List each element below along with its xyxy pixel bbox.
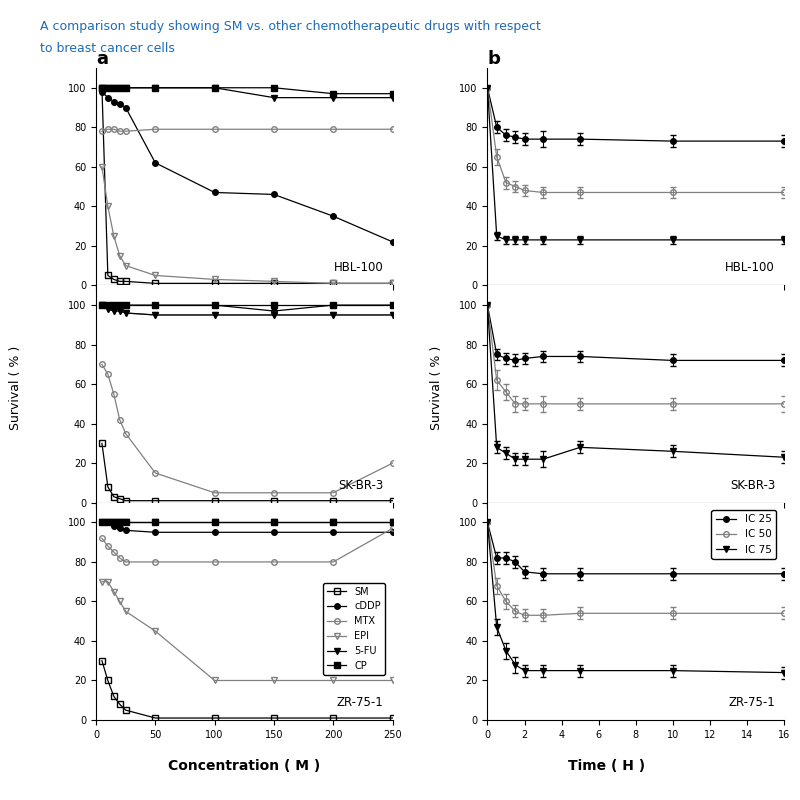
Legend: IC 25, IC 50, IC 75: IC 25, IC 50, IC 75	[711, 510, 776, 558]
Text: A comparison study showing SM vs. other chemotherapeutic drugs with respect: A comparison study showing SM vs. other …	[40, 20, 541, 33]
Text: Survival ( % ): Survival ( % )	[10, 346, 22, 430]
Text: Time ( H ): Time ( H )	[568, 759, 645, 774]
Text: HBL-100: HBL-100	[726, 262, 775, 274]
Text: a: a	[96, 50, 108, 68]
Text: HBL-100: HBL-100	[334, 262, 384, 274]
Text: ZR-75-1: ZR-75-1	[337, 696, 384, 709]
Text: SK-BR-3: SK-BR-3	[730, 478, 775, 492]
Text: Survival ( % ): Survival ( % )	[430, 346, 442, 430]
Text: b: b	[487, 50, 500, 68]
Text: SK-BR-3: SK-BR-3	[338, 478, 384, 492]
Legend: SM, cDDP, MTX, EPI, 5-FU, CP: SM, cDDP, MTX, EPI, 5-FU, CP	[323, 582, 385, 674]
Text: Concentration ( M ): Concentration ( M )	[168, 759, 320, 774]
Text: ZR-75-1: ZR-75-1	[728, 696, 775, 709]
Text: to breast cancer cells: to breast cancer cells	[40, 42, 175, 54]
